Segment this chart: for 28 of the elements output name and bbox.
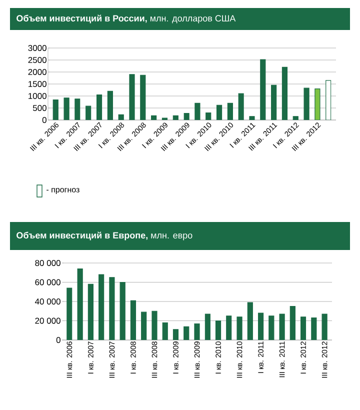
text: - прогноз [46, 188, 80, 194]
y-tick-label: 2500 [28, 56, 46, 64]
bar [204, 314, 210, 340]
y-tick-label: 500 [32, 105, 46, 112]
bar [86, 106, 92, 120]
y-tick-label: 80 000 [35, 260, 60, 266]
y-tick-label: 60 000 [35, 279, 60, 286]
bar [98, 274, 104, 340]
y-tick-label: 3000 [28, 44, 46, 52]
bar [74, 98, 80, 120]
bar [279, 314, 285, 340]
bar [226, 316, 232, 340]
y-tick-label: 1500 [28, 80, 46, 88]
bar [96, 94, 102, 120]
y-tick-label: 20 000 [35, 318, 60, 324]
bar [152, 310, 158, 340]
chart-title: Объем инвестиций в России, млн. долларов США [16, 14, 236, 24]
y-tick-label: 0 [42, 117, 46, 124]
bar [249, 116, 255, 120]
bar [258, 312, 264, 340]
y-tick-label: 1000 [28, 93, 46, 100]
y-tick-label: 40 000 [34, 298, 60, 305]
y-tick-label: 2000 [28, 69, 46, 76]
bar [66, 288, 72, 340]
bar [184, 112, 190, 120]
bar [300, 316, 306, 340]
chart-title: Объем инвестиций в Европе, млн. евро [16, 232, 192, 240]
y-tick-label: 0 [56, 337, 60, 344]
